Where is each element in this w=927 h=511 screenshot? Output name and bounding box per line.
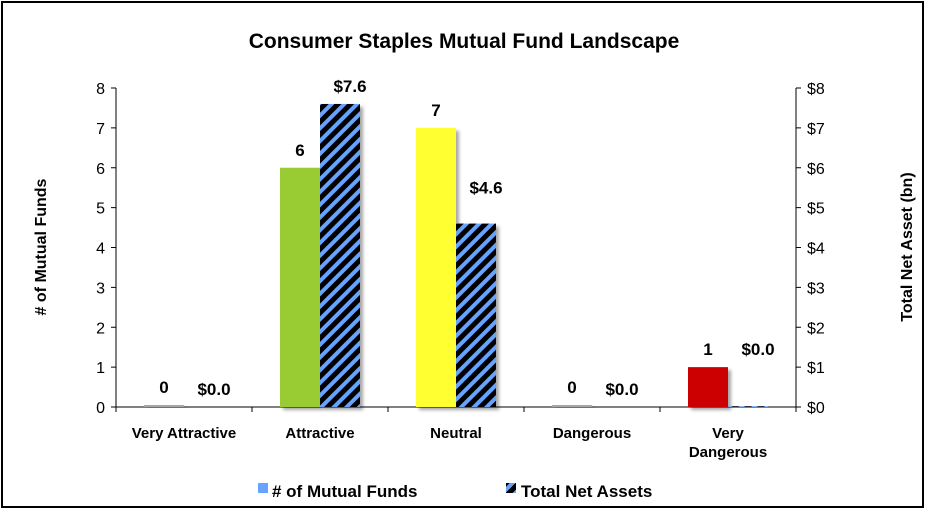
x-category-label: Very Attractive (132, 425, 237, 442)
data-label-mutual-funds: 6 (295, 141, 304, 160)
y-tick-label: 5 (96, 201, 105, 218)
bar-total-net-assets (456, 223, 496, 407)
data-label-mutual-funds: 1 (703, 340, 712, 359)
x-category-label: Dangerous (689, 444, 767, 461)
bar-mutual-funds (416, 127, 456, 407)
bar-total-net-assets (728, 406, 768, 407)
bar-total-net-assets (320, 103, 360, 407)
y-axis-title: # of Mutual Funds (33, 178, 50, 315)
y-tick-label: 1 (96, 360, 105, 377)
y2-tick-label: $8 (807, 81, 825, 98)
legend-label-funds: # of Mutual Funds (272, 482, 417, 501)
y2-tick-label: $2 (807, 320, 825, 337)
y-tick-label: 2 (96, 320, 105, 337)
y-tick-label: 8 (96, 81, 105, 98)
y-tick-label: 7 (96, 121, 105, 138)
bar-mutual-funds (688, 367, 728, 407)
data-label-total-net-assets: $0.0 (605, 380, 638, 399)
y-tick-label: 0 (96, 400, 105, 417)
legend-label-assets: Total Net Assets (521, 482, 652, 501)
x-category-label: Dangerous (553, 425, 631, 442)
y-tick-label: 4 (96, 241, 105, 258)
legend: # of Mutual Funds Total Net Assets (258, 482, 652, 501)
data-label-mutual-funds: 0 (159, 378, 168, 397)
data-label-total-net-assets: $7.6 (333, 77, 366, 96)
y2-tick-label: $5 (807, 201, 825, 218)
y2-tick-label: $4 (807, 241, 825, 258)
data-label-mutual-funds: 7 (431, 101, 440, 120)
x-category-label: Very (712, 425, 744, 442)
y-tick-label: 6 (96, 161, 105, 178)
bar-mutual-funds (144, 405, 184, 407)
y-tick-label: 3 (96, 280, 105, 297)
bar-mutual-funds (552, 405, 592, 407)
bar-mutual-funds (280, 167, 320, 407)
y2-tick-label: $6 (807, 161, 825, 178)
data-label-total-net-assets: $0.0 (741, 340, 774, 359)
y2-tick-label: $0 (807, 400, 825, 417)
y2-tick-label: $7 (807, 121, 825, 138)
legend-swatch-assets (506, 483, 516, 493)
x-category-label: Attractive (285, 425, 354, 442)
legend-swatch-funds (258, 483, 268, 493)
y2-tick-label: $3 (807, 280, 825, 297)
chart-title: Consumer Staples Mutual Fund Landscape (249, 30, 680, 53)
x-category-label: Neutral (430, 425, 482, 442)
data-label-total-net-assets: $4.6 (469, 179, 502, 198)
y2-tick-label: $1 (807, 360, 825, 377)
plot-area: 0 1 2 3 4 5 6 7 8 $0 $1 $2 $3 $4 $5 $6 $7 $8 Very Attracti… (96, 77, 825, 461)
data-label-mutual-funds: 0 (567, 378, 576, 397)
data-label-total-net-assets: $0.0 (197, 380, 230, 399)
y2-axis-title: Total Net Asset (bn) (899, 172, 916, 321)
